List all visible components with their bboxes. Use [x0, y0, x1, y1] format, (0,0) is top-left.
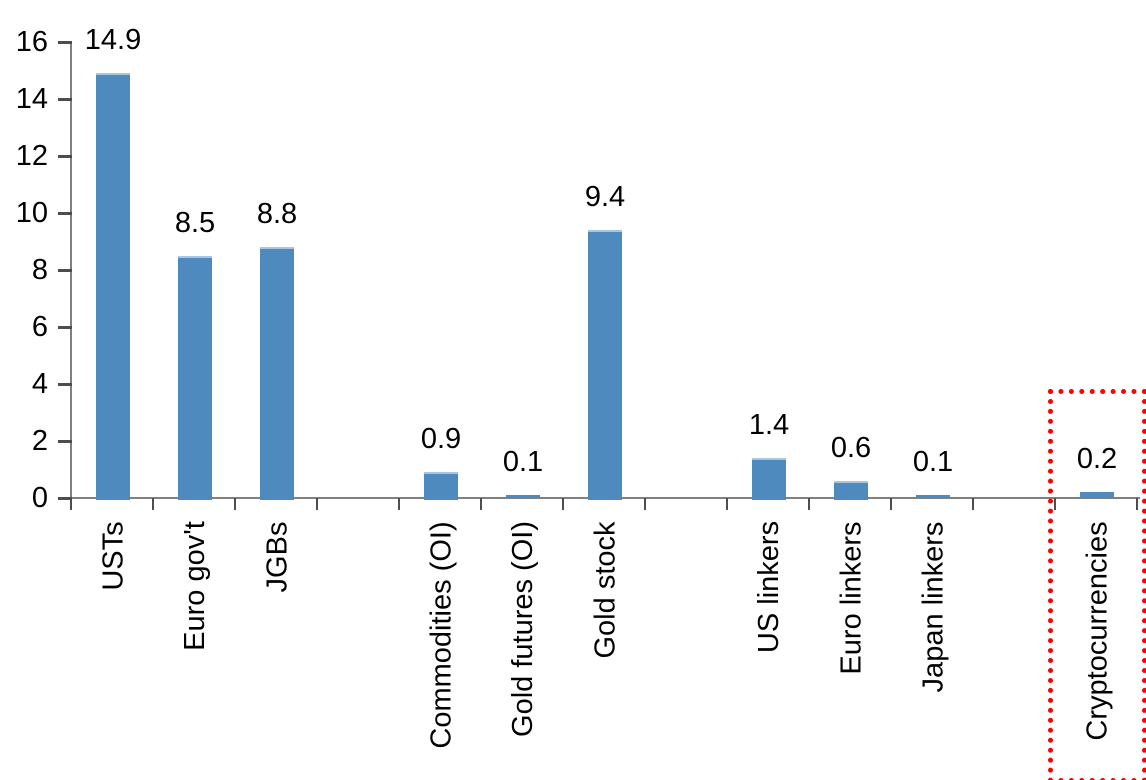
- x-tick-mark: [890, 498, 892, 510]
- category-label-euro-gov-t: Euro gov't: [178, 521, 211, 651]
- y-axis-tick-label: 16: [15, 26, 48, 58]
- bar-us-linkers: [752, 458, 786, 500]
- y-axis-tick-label: 8: [31, 254, 48, 286]
- y-tick-mark: [58, 269, 72, 272]
- y-axis-tick-label: 6: [31, 311, 48, 343]
- category-label-gold-stock: Gold stock: [589, 521, 622, 659]
- value-label-commodities-oi: 0.9: [420, 423, 462, 455]
- x-tick-mark: [1054, 498, 1056, 510]
- x-tick-mark: [70, 498, 72, 510]
- value-label-us-linkers: 1.4: [748, 409, 790, 441]
- x-tick-mark: [480, 498, 482, 510]
- y-tick-mark: [58, 497, 72, 500]
- x-tick-mark: [1136, 498, 1138, 510]
- bar-jgbs: [260, 247, 294, 500]
- x-tick-mark: [808, 498, 810, 510]
- y-tick-mark: [58, 98, 72, 101]
- category-label-gold-futures-oi: Gold futures (OI): [506, 521, 539, 737]
- value-label-gold-stock: 9.4: [584, 181, 626, 213]
- bar-japan-linkers: [916, 495, 950, 498]
- x-tick-mark: [726, 498, 728, 510]
- y-axis-tick-label: 10: [15, 197, 48, 229]
- x-tick-mark: [152, 498, 154, 510]
- y-tick-mark: [58, 440, 72, 443]
- y-tick-mark: [58, 326, 72, 329]
- category-label-us-linkers: US linkers: [753, 520, 786, 654]
- x-tick-mark: [644, 498, 646, 510]
- x-tick-mark: [234, 498, 236, 510]
- x-tick-mark: [398, 498, 400, 510]
- value-label-usts: 14.9: [84, 24, 142, 56]
- bar-gold-futures-oi: [506, 495, 540, 498]
- y-axis-tick-label: 0: [31, 482, 48, 514]
- value-label-jgbs: 8.8: [256, 198, 298, 230]
- category-label-euro-linkers: Euro linkers: [835, 521, 868, 675]
- y-axis-tick-label: 14: [15, 83, 48, 115]
- value-label-euro-linkers: 0.6: [830, 432, 872, 464]
- bar-euro-linkers: [834, 481, 868, 500]
- y-tick-mark: [58, 41, 72, 44]
- bar-cryptocurrencies: [1080, 492, 1114, 498]
- y-tick-mark: [58, 212, 72, 215]
- x-tick-mark: [562, 498, 564, 510]
- annotation-dotted-box-cryptocurrencies: [1048, 389, 1146, 780]
- y-axis-tick-label: 4: [31, 368, 48, 400]
- category-label-japan-linkers: Japan linkers: [917, 521, 950, 693]
- x-tick-mark: [972, 498, 974, 510]
- bar-commodities-oi: [424, 472, 458, 500]
- value-label-japan-linkers: 0.1: [912, 446, 954, 478]
- category-label-jgbs: JGBs: [261, 521, 294, 593]
- y-axis-tick-label: 2: [31, 425, 48, 457]
- value-label-euro-gov-t: 8.5: [174, 207, 216, 239]
- y-axis-line: [70, 41, 72, 510]
- y-tick-mark: [58, 155, 72, 158]
- bar-euro-gov-t: [178, 256, 212, 500]
- category-label-commodities-oi: Commodities (OI): [425, 521, 458, 749]
- y-tick-mark: [58, 383, 72, 386]
- bar-usts: [96, 73, 130, 500]
- bar-gold-stock: [588, 230, 622, 500]
- category-label-usts: USTs: [97, 521, 130, 591]
- value-label-cryptocurrencies: 0.2: [1076, 443, 1118, 475]
- value-label-gold-futures-oi: 0.1: [502, 446, 544, 478]
- y-axis-tick-label: 12: [15, 140, 48, 172]
- x-tick-mark: [316, 498, 318, 510]
